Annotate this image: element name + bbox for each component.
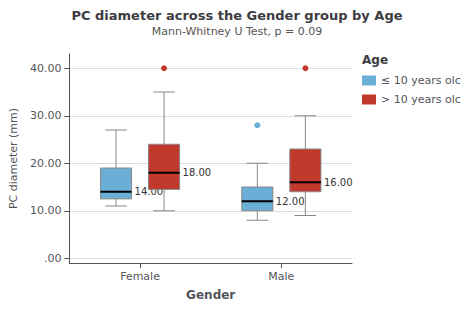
- svg-text:16.00: 16.00: [324, 177, 353, 188]
- svg-text:Gender: Gender: [186, 288, 235, 302]
- svg-text:14.00: 14.00: [134, 186, 164, 198]
- svg-text:PC diameter across the Gender: PC diameter across the Gender group by A…: [71, 8, 402, 23]
- svg-text:12.00: 12.00: [276, 196, 305, 207]
- svg-text:Female: Female: [120, 270, 160, 283]
- svg-text:Male: Male: [268, 270, 294, 283]
- svg-text:10.00: 10.00: [30, 204, 62, 217]
- svg-text:> 10 years olc: > 10 years olc: [381, 93, 461, 106]
- svg-text:Age: Age: [362, 53, 388, 67]
- svg-text:≤ 10 years olc: ≤ 10 years olc: [381, 74, 461, 87]
- svg-text:PC diameter (mm): PC diameter (mm): [7, 108, 20, 209]
- svg-text:18.00: 18.00: [183, 167, 212, 178]
- svg-text:Mann-Whitney U Test, p = 0.09: Mann-Whitney U Test, p = 0.09: [152, 25, 323, 38]
- svg-text:20.00: 20.00: [30, 157, 62, 170]
- svg-text:40.00: 40.00: [30, 62, 62, 75]
- svg-text:.00: .00: [44, 252, 62, 265]
- svg-text:30.00: 30.00: [30, 109, 62, 122]
